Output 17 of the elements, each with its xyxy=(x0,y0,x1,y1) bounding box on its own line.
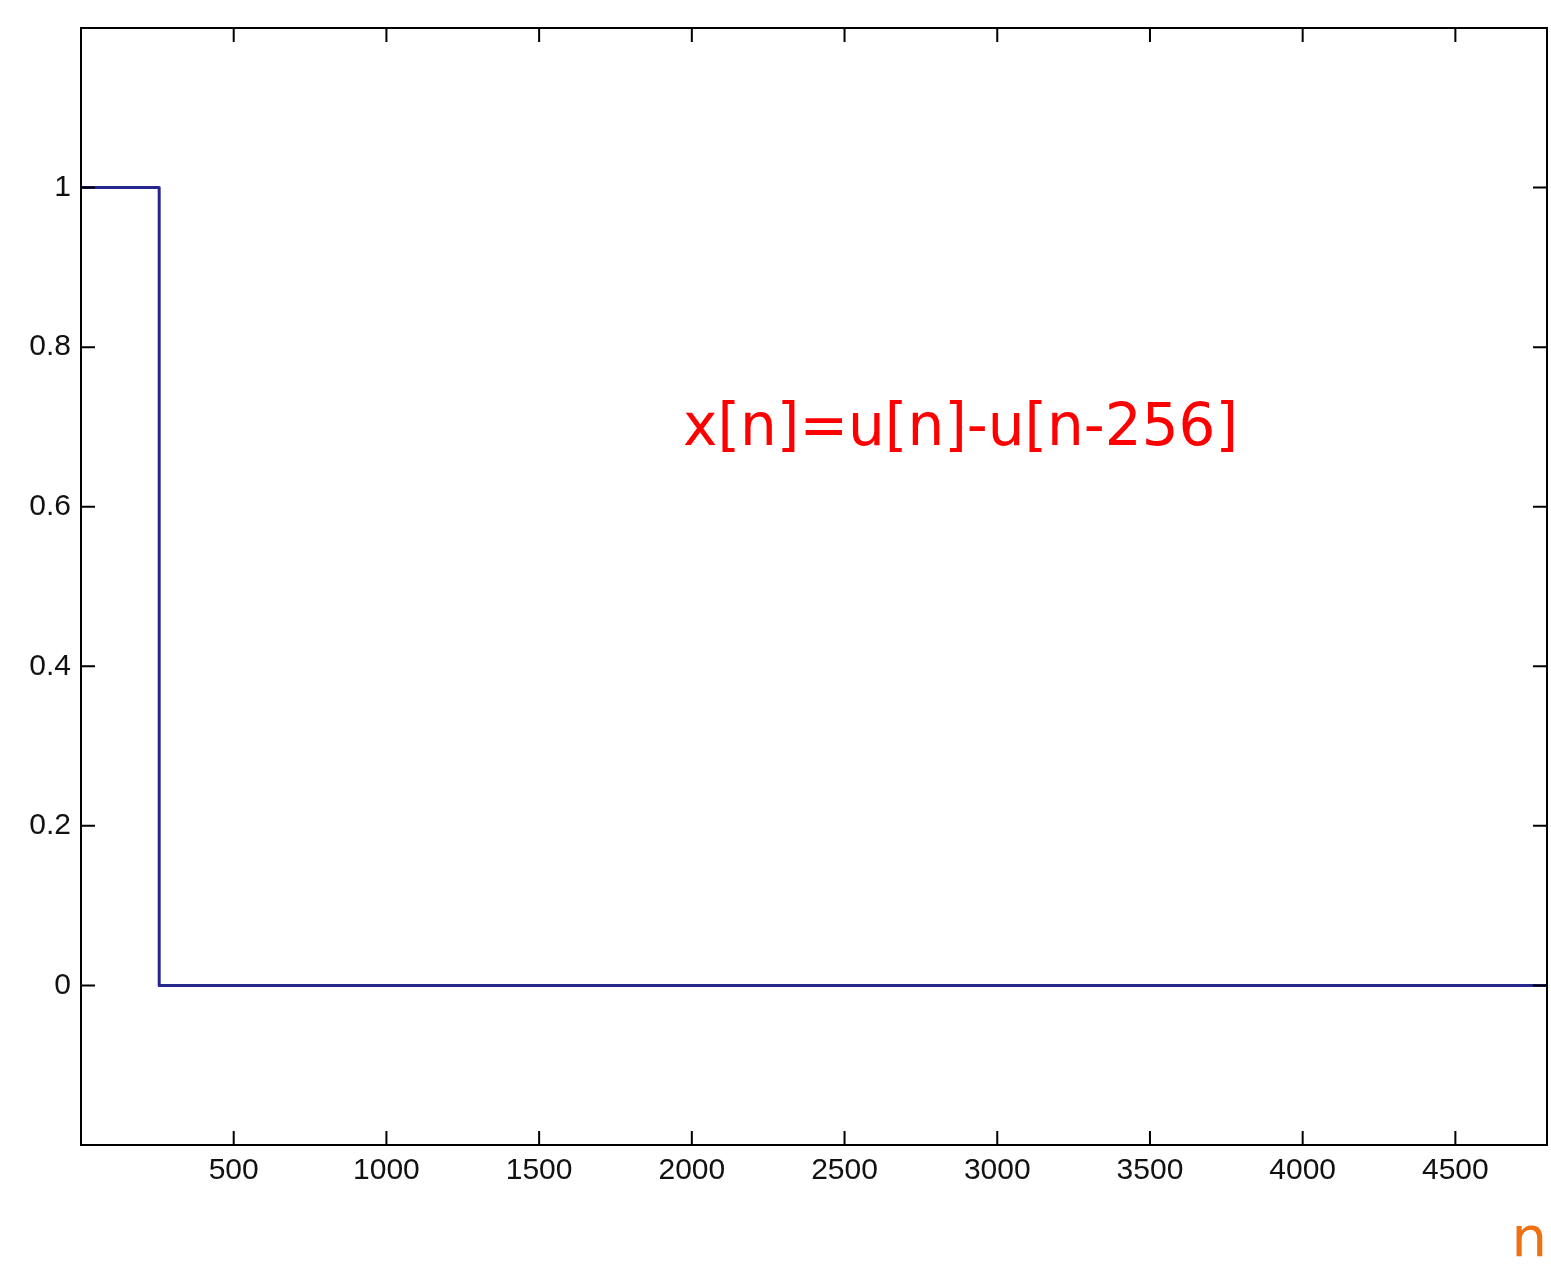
x-tick-label: 3000 xyxy=(963,1152,1031,1186)
y-tick-label: 0.6 xyxy=(29,487,71,521)
x-tick-label: 4000 xyxy=(1269,1152,1337,1186)
annotation: x[n]=u[n]-u[n-256] xyxy=(683,391,1239,460)
y-tick-label: 0 xyxy=(54,966,71,1000)
y-tick-label: 0.2 xyxy=(29,807,71,841)
y-tick-label: 1 xyxy=(54,168,71,202)
x-axis-title: n xyxy=(1511,1203,1547,1269)
x-tick-label: 4500 xyxy=(1422,1152,1489,1186)
x-tick-label: 3500 xyxy=(1116,1152,1184,1186)
x-tick-label: 500 xyxy=(208,1152,259,1186)
x-tick-label: 1000 xyxy=(353,1152,420,1186)
x-tick-label: 2500 xyxy=(811,1152,878,1186)
y-tick-label: 0.4 xyxy=(29,647,71,681)
x-tick-label: 2000 xyxy=(658,1152,726,1186)
x-tick-label: 1500 xyxy=(505,1152,573,1186)
y-tick-label: 0.8 xyxy=(29,328,71,362)
